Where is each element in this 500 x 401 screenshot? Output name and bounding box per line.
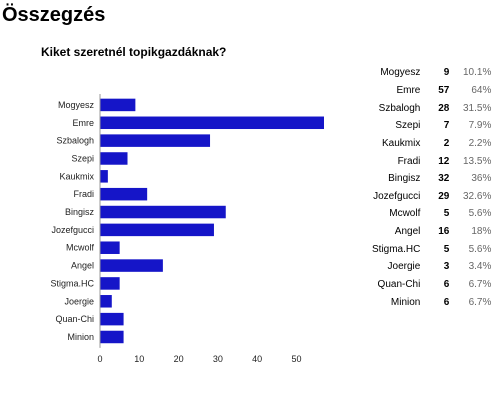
summary-count: 9 — [443, 67, 450, 79]
x-tick-label: 0 — [97, 354, 102, 364]
bar — [100, 295, 112, 308]
bar — [100, 170, 108, 183]
category-label: Quan-Chi — [55, 314, 94, 324]
category-label: Minion — [67, 332, 94, 342]
x-tick-label: 40 — [252, 354, 262, 364]
bar — [100, 205, 226, 219]
bar — [100, 223, 214, 237]
summary-count: 57 — [438, 84, 450, 96]
summary-row: Mogyesz 9 10.1% — [372, 64, 491, 82]
summary-row: Kaukmix 2 2.2% — [372, 135, 491, 153]
summary-row: Emre 57 64% — [372, 82, 491, 100]
summary-row: Stigma.HC 5 5.6% — [372, 240, 491, 258]
summary-name: Szepi — [395, 120, 421, 132]
summary-name: Kaukmix — [382, 137, 421, 149]
summary-percent: 5.6% — [468, 243, 492, 255]
category-label: Stigma.HC — [50, 278, 94, 288]
summary-name: Stigma.HC — [372, 243, 421, 255]
page-title: Összegzés — [2, 4, 106, 26]
summary-percent: 18% — [471, 226, 492, 238]
x-tick-label: 50 — [291, 354, 301, 364]
bar — [100, 152, 128, 165]
category-label: Szbalogh — [56, 136, 94, 146]
summary-name: Mogyesz — [380, 67, 421, 79]
category-label: Mogyesz — [58, 100, 95, 110]
summary-count: 29 — [438, 190, 450, 202]
summary-count: 6 — [443, 279, 450, 290]
summary-percent: 64% — [471, 84, 492, 96]
summary-count: 32 — [438, 173, 450, 185]
summary-row: Fradi 12 13.5% — [372, 152, 492, 170]
bar — [100, 312, 124, 326]
x-tick-label: 20 — [174, 354, 184, 364]
summary-row: Angel 16 18% — [372, 223, 492, 241]
summary-name: Quan-Chi — [377, 279, 421, 290]
summary-name: Bingisz — [388, 173, 421, 185]
category-label: Joergie — [64, 296, 94, 306]
summary-percent: 3.4% — [468, 261, 492, 273]
summary-percent: 5.6% — [468, 208, 492, 220]
summary-name: Angel — [394, 226, 421, 238]
summary-row: Minion 6 6.7% — [372, 293, 491, 311]
summary-count: 16 — [438, 226, 450, 238]
summary-name: Emre — [396, 84, 421, 96]
bar — [100, 259, 163, 272]
question-title: Kiket szeretnél topikgazdáknak? — [41, 45, 227, 59]
x-tick-label: 10 — [134, 354, 144, 364]
category-label: Fradi — [73, 189, 94, 199]
category-label: Mcwolf — [66, 243, 95, 253]
category-label: Kaukmix — [59, 171, 94, 181]
summary-count: 3 — [443, 261, 450, 273]
bar — [100, 241, 120, 254]
category-label: Jozefgucci — [51, 225, 94, 235]
category-label: Emre — [72, 118, 94, 128]
summary-percent: 13.5% — [463, 155, 492, 167]
summary-percent: 36% — [471, 173, 492, 185]
summary-percent: 6.7% — [468, 296, 492, 308]
summary-row: Jozefgucci 29 32.6% — [372, 187, 491, 205]
bar — [100, 187, 148, 201]
summary-count: 7 — [443, 120, 450, 132]
summary-count: 6 — [443, 296, 450, 308]
summary-name: Fradi — [397, 155, 421, 167]
category-label: Szepi — [71, 153, 94, 163]
summary-percent: 2.2% — [468, 137, 492, 149]
summary-row: Mcwolf 5 5.6% — [372, 205, 491, 223]
summary-count: 5 — [443, 208, 450, 220]
bar — [100, 116, 324, 130]
summary-percent: 6.7% — [468, 279, 492, 290]
summary-row: Quan-Chi 6 6.7% — [372, 276, 492, 294]
summary-row: Szbalogh 28 31.5% — [372, 99, 492, 117]
x-tick-label: 30 — [213, 354, 223, 364]
summary-name: Szbalogh — [378, 102, 421, 114]
summary-row: Joergie 3 3.4% — [372, 258, 492, 276]
summary-name: Joergie — [387, 261, 421, 273]
summary-count: 28 — [438, 102, 450, 114]
bar — [100, 134, 211, 147]
summary-name: Jozefgucci — [373, 190, 421, 202]
summary-count: 5 — [443, 243, 450, 255]
category-label: Angel — [71, 261, 94, 271]
results-summary-table: Mogyesz 9 10.1% Emre 57 64% Szbalogh 28 31.5% Sze… — [372, 64, 491, 311]
summary-count: 12 — [438, 155, 450, 167]
summary-row: Szepi 7 7.9% — [372, 117, 491, 135]
bar — [100, 277, 120, 290]
summary-count: 2 — [443, 137, 450, 149]
summary-percent: 7.9% — [468, 120, 492, 132]
bar — [100, 98, 136, 112]
bar — [100, 330, 124, 344]
summary-name: Mcwolf — [389, 208, 421, 220]
summary-percent: 31.5% — [463, 102, 492, 114]
summary-row: Bingisz 32 36% — [372, 170, 491, 188]
summary-name: Minion — [390, 296, 421, 308]
summary-percent: 32.6% — [463, 190, 492, 202]
category-label: Bingisz — [65, 207, 95, 217]
summary-percent: 10.1% — [463, 67, 492, 79]
